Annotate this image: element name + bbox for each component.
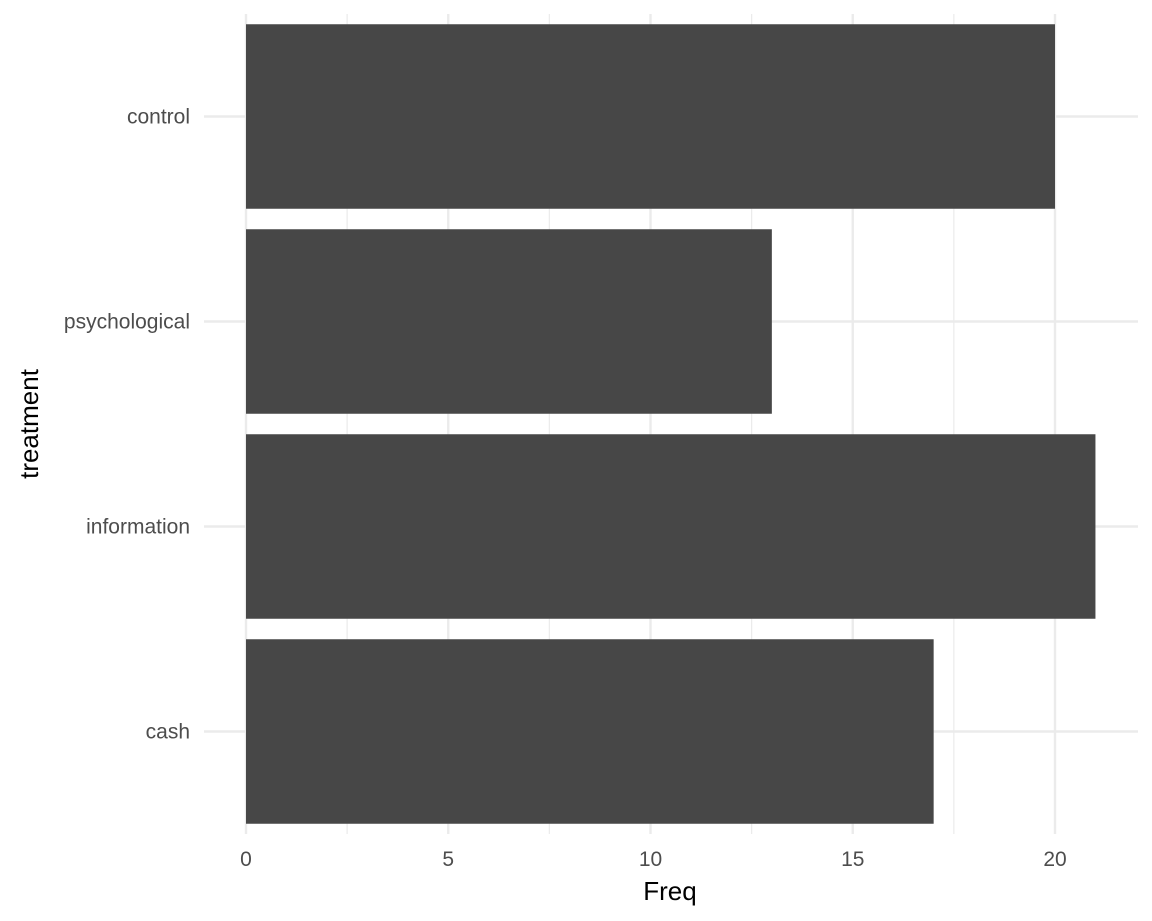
x-tick-label: 20: [1043, 848, 1066, 871]
x-axis-tick-labels: 0 5 10 15 20: [240, 848, 1067, 871]
y-axis-tick-labels: cash information psychological control: [64, 106, 190, 744]
bars: [246, 24, 1096, 824]
x-tick-label: 0: [240, 848, 252, 871]
bar-psychological: [246, 229, 772, 414]
x-axis-title: Freq: [643, 876, 696, 906]
x-tick-label: 5: [442, 848, 454, 871]
y-tick-label: information: [86, 516, 190, 539]
y-tick-label: control: [127, 106, 190, 129]
y-tick-label: psychological: [64, 311, 190, 334]
x-tick-label: 10: [639, 848, 662, 871]
y-tick-label: cash: [146, 721, 190, 744]
y-axis-title: treatment: [14, 368, 44, 479]
bar-cash: [246, 639, 934, 824]
x-tick-label: 15: [841, 848, 864, 871]
bar-control: [246, 24, 1055, 209]
bar-information: [246, 434, 1096, 619]
